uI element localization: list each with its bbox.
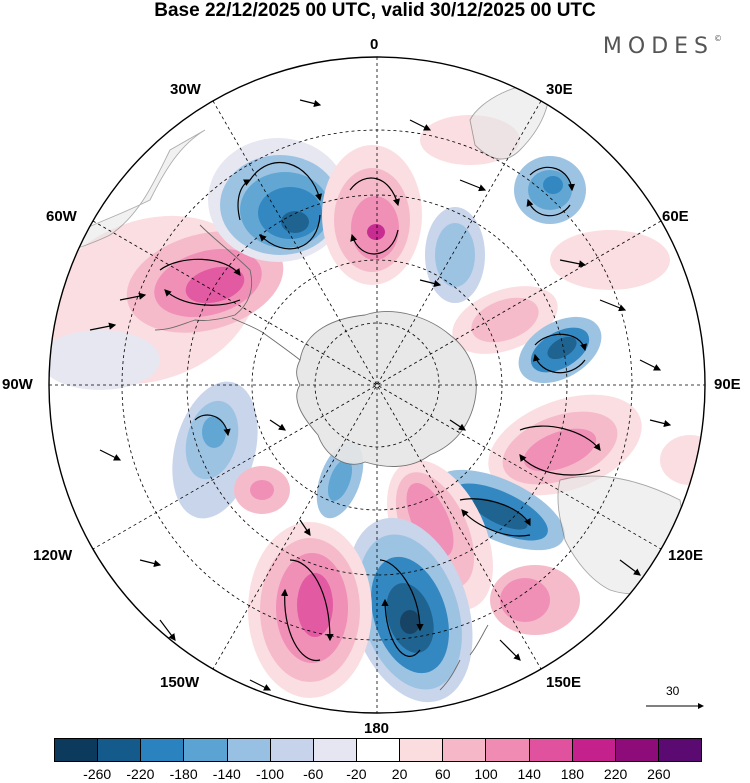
colorbar-segment bbox=[399, 739, 443, 761]
wind-vectors bbox=[89, 99, 672, 691]
africa-outline bbox=[469, 83, 549, 160]
colorbar-segment bbox=[657, 739, 702, 761]
lon-label-180: 180 bbox=[364, 720, 390, 737]
lon-label-90e: 90E bbox=[714, 376, 741, 393]
lon-label-0: 0 bbox=[370, 36, 379, 53]
anomaly-neg-90w bbox=[49, 330, 160, 390]
colorbar-segment bbox=[614, 739, 658, 761]
lon-label-30e: 30E bbox=[546, 81, 573, 98]
colorbar-label: -60 bbox=[303, 766, 324, 782]
colorbar bbox=[54, 738, 702, 762]
anomaly-pos-70e bbox=[550, 230, 670, 290]
colorbar-segment bbox=[226, 739, 270, 761]
colorbar-label: 140 bbox=[517, 766, 541, 782]
colorbar-segment bbox=[571, 739, 615, 761]
lon-label-150w: 150W bbox=[160, 674, 200, 691]
colorbar-segment bbox=[269, 739, 313, 761]
colorbar-label: -260 bbox=[83, 766, 112, 782]
colorbar-label: -20 bbox=[346, 766, 367, 782]
colorbar-label: 180 bbox=[560, 766, 585, 782]
lon-label-60e: 60E bbox=[662, 208, 689, 225]
modes-logo: MODES© bbox=[603, 34, 722, 59]
antarctica-landmass bbox=[296, 311, 477, 467]
colorbar-segment bbox=[442, 739, 486, 761]
colorbar-segment bbox=[355, 739, 400, 761]
colorbar-segment bbox=[528, 739, 572, 761]
lon-label-60w: 60W bbox=[46, 208, 77, 225]
reference-vector-label: 30 bbox=[666, 684, 680, 698]
colorbar-label: 20 bbox=[391, 766, 408, 782]
colorbar-label: -180 bbox=[169, 766, 198, 782]
lon-label-150e: 150E bbox=[546, 674, 582, 691]
colorbar-labels: -260 -220 -180 -140 -100 -60 -20 20 60 100 140 180 2… bbox=[0, 766, 750, 783]
map-title: Base 22/12/2025 00 UTC, valid 30/12/2025… bbox=[154, 0, 596, 21]
lon-label-120e: 120E bbox=[668, 547, 704, 564]
colorbar-segment bbox=[140, 739, 184, 761]
brand-mark: © bbox=[714, 34, 722, 43]
colorbar-label: 60 bbox=[435, 766, 451, 782]
graticule bbox=[49, 57, 705, 713]
colorbar-label: 260 bbox=[647, 766, 671, 782]
colorbar-label: -220 bbox=[126, 766, 155, 782]
colorbar-segment bbox=[55, 739, 98, 761]
colorbar-segment bbox=[485, 739, 529, 761]
new-zealand-outline bbox=[439, 624, 489, 691]
lon-label-30w: 30W bbox=[170, 81, 201, 98]
lon-label-120w: 120W bbox=[33, 547, 73, 564]
map-boundary bbox=[48, 56, 706, 714]
colorbar-segment bbox=[183, 739, 227, 761]
colorbar-label: 100 bbox=[474, 766, 498, 782]
colorbar-segment bbox=[312, 739, 356, 761]
polar-map bbox=[48, 56, 706, 714]
lon-label-90w: 90W bbox=[2, 376, 33, 393]
colorbar-label: -140 bbox=[212, 766, 241, 782]
brand-text: MODES bbox=[602, 34, 714, 59]
colorbar-label: 220 bbox=[603, 766, 628, 782]
colorbar-label: -100 bbox=[255, 766, 285, 782]
south-america-outline bbox=[59, 129, 206, 256]
colorbar-segment bbox=[97, 739, 141, 761]
antarctic-peninsula bbox=[231, 317, 301, 361]
